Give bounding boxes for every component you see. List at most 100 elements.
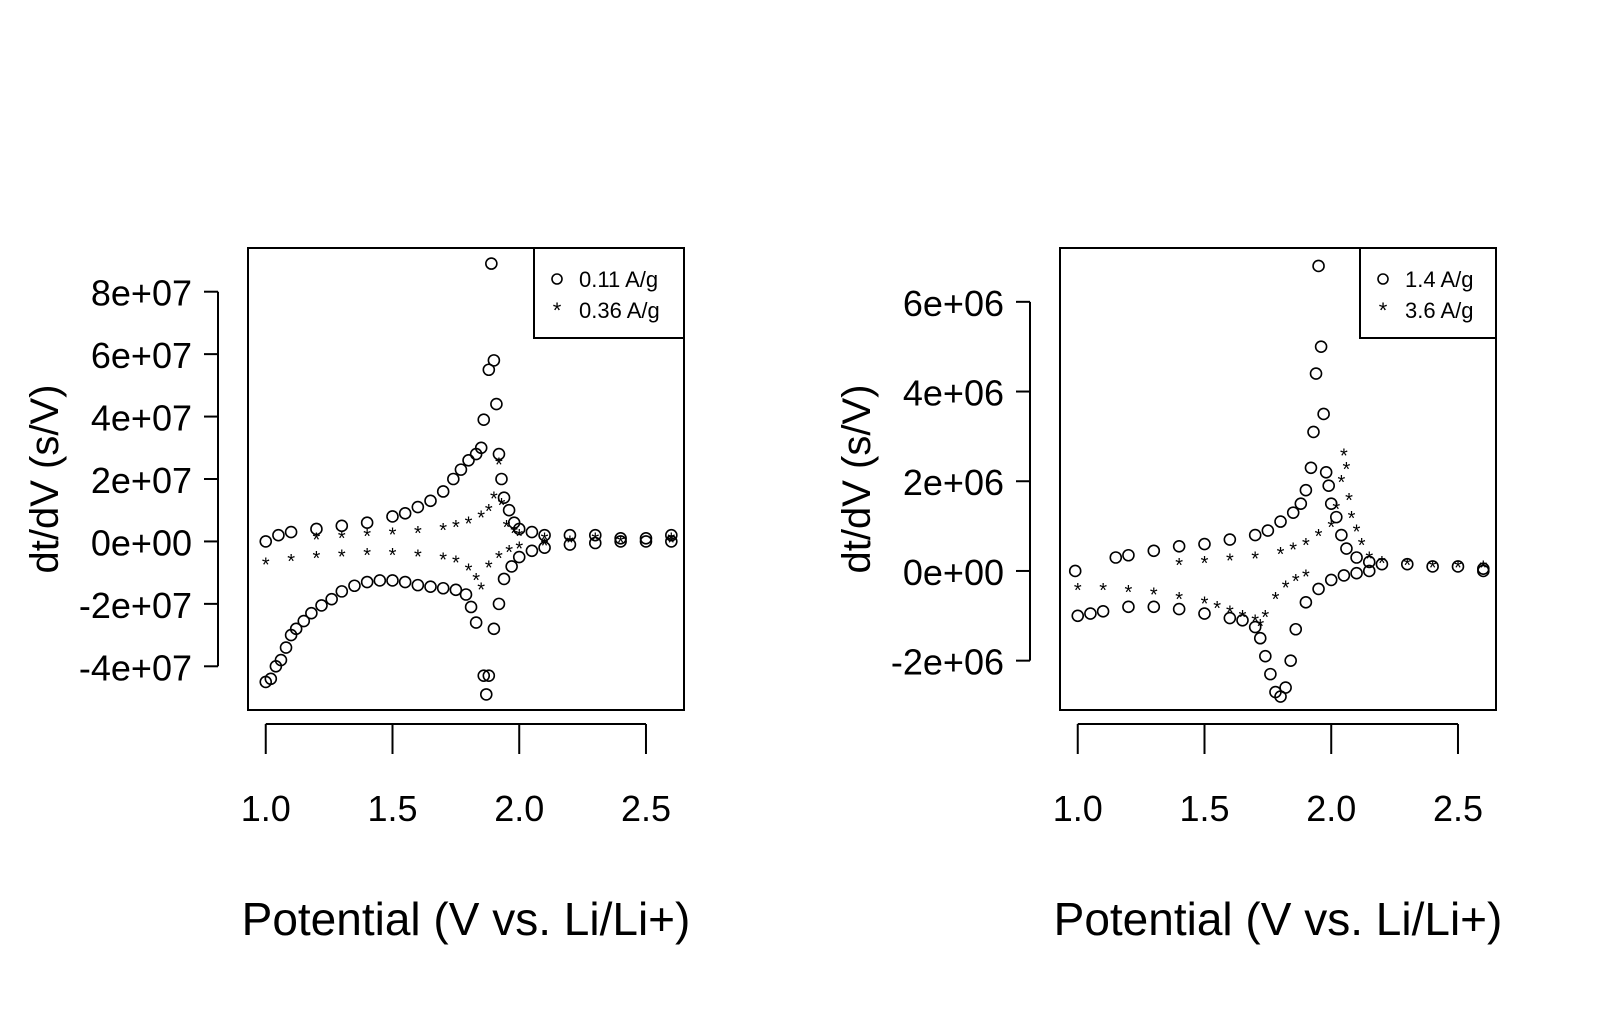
- data-point-star-s1: *: [1282, 578, 1290, 600]
- data-point-star-s1: *: [485, 557, 493, 579]
- data-point-circle-s0: [588, 536, 602, 550]
- data-point-circle-s0: [1362, 555, 1376, 569]
- data-point-circle-s0: [386, 510, 399, 523]
- data-point-star-s1: *: [414, 523, 422, 545]
- legend-circle-marker: [1377, 273, 1389, 285]
- data-point-circle-s0: [259, 535, 273, 548]
- data-point-circle-s0: [1223, 533, 1237, 546]
- y-tick-label: 0e+00: [91, 522, 192, 563]
- data-point-circle-s0: [1261, 524, 1275, 537]
- data-point-circle-s0: [1324, 497, 1338, 510]
- data-point-star-s1: *: [617, 532, 625, 554]
- data-point-star-s1: *: [1292, 571, 1300, 593]
- data-point-star-s1: *: [1074, 580, 1082, 602]
- data-point-circle-s0: [360, 516, 374, 530]
- data-point-circle-s0: [1284, 654, 1297, 667]
- y-tick-label: 2e+06: [903, 462, 1004, 503]
- data-point-star-s1: *: [1302, 535, 1310, 557]
- data-point-circle-s0: [487, 354, 501, 367]
- data-point-star-s1: *: [1340, 445, 1348, 467]
- data-point-circle-s0: [297, 614, 311, 628]
- data-point-circle-s0: [1122, 548, 1135, 562]
- data-point-circle-s0: [1307, 425, 1320, 439]
- data-point-star-s1: *: [515, 539, 523, 561]
- data-point-circle-s0: [1253, 631, 1267, 645]
- data-point-circle-s0: [525, 525, 539, 539]
- data-point-circle-s0: [1223, 611, 1237, 625]
- data-point-circle-s0: [272, 528, 285, 542]
- data-point-circle-s0: [373, 574, 387, 587]
- x-tick-label: 2.5: [1433, 788, 1483, 829]
- data-point-circle-s0: [1068, 564, 1082, 578]
- data-point-circle-s0: [424, 580, 437, 593]
- data-point-circle-s0: [1299, 596, 1313, 609]
- data-point-circle-s0: [1122, 600, 1135, 614]
- legend-series-1-label: 0.11 A/g: [579, 267, 658, 292]
- data-point-star-s1: *: [1429, 557, 1437, 579]
- data-point-star-s1: *: [485, 501, 493, 523]
- y-tick-label: 4e+07: [91, 398, 192, 439]
- data-point-circle-s0: [1350, 551, 1363, 564]
- data-point-circle-s0: [264, 672, 278, 686]
- data-point-circle-s0: [1312, 259, 1325, 273]
- data-point-star-s1: *: [667, 532, 675, 554]
- data-point-star-s1: *: [503, 517, 511, 539]
- data-point-circle-s0: [1324, 573, 1338, 587]
- y-axis-label: dt/dV (s/V): [835, 385, 879, 574]
- data-point-circle-s0: [1279, 681, 1292, 694]
- data-point-circle-s0: [436, 485, 450, 498]
- data-point-circle-s0: [482, 669, 496, 682]
- data-point-circle-s0: [1172, 602, 1186, 616]
- data-point-star-s1: *: [566, 532, 574, 554]
- data-marks: ***************************************: [259, 257, 678, 701]
- data-point-star-s1: *: [1302, 566, 1310, 588]
- data-point-star-s1: *: [515, 526, 523, 548]
- data-point-star-s1: *: [363, 526, 371, 548]
- data-point-circle-s0: [1477, 564, 1490, 578]
- data-point-star-s1: *: [439, 520, 447, 542]
- data-point-circle-s0: [1147, 600, 1161, 614]
- data-point-circle-s0: [464, 600, 478, 614]
- data-point-star-s1: *: [591, 529, 599, 551]
- data-point-circle-s0: [449, 583, 463, 597]
- data-point-star-s1: *: [389, 545, 397, 567]
- data-point-circle-s0: [665, 535, 678, 548]
- data-point-circle-s0: [479, 688, 493, 701]
- data-point-circle-s0: [538, 528, 551, 542]
- data-point-circle-s0: [398, 575, 412, 589]
- data-point-circle-s0: [325, 592, 338, 606]
- data-point-circle-s0: [436, 581, 450, 595]
- data-point-star-s1: *: [1327, 517, 1335, 539]
- data-point-star-s1: *: [1365, 548, 1373, 570]
- data-point-star-s1: *: [1358, 535, 1366, 557]
- data-point-circle-s0: [485, 257, 498, 270]
- y-tick-label: 2e+07: [91, 460, 192, 501]
- data-point-circle-s0: [1286, 506, 1300, 519]
- data-point-circle-s0: [492, 597, 506, 611]
- data-point-circle-s0: [1198, 537, 1211, 551]
- data-point-circle-s0: [447, 472, 460, 486]
- data-point-circle-s0: [502, 503, 516, 517]
- data-point-star-s1: *: [262, 554, 270, 576]
- data-point-circle-s0: [1426, 560, 1439, 573]
- data-point-star-s1: *: [495, 454, 503, 476]
- x-tick-label: 2.0: [494, 788, 544, 829]
- x-tick-label: 1.0: [241, 788, 291, 829]
- data-point-star-s1: *: [1261, 607, 1269, 629]
- data-point-star-s1: *: [477, 579, 485, 601]
- data-point-circle-s0: [495, 472, 508, 486]
- data-point-star-s1: *: [465, 561, 473, 583]
- data-point-circle-s0: [1071, 609, 1085, 623]
- data-point-circle-s0: [1317, 407, 1330, 421]
- x-tick-label: 1.0: [1053, 788, 1103, 829]
- data-point-star-s1: *: [498, 495, 506, 517]
- data-point-circle-s0: [284, 525, 298, 539]
- data-point-circle-s0: [497, 491, 511, 505]
- data-point-circle-s0: [1274, 515, 1287, 528]
- data-point-circle-s0: [424, 494, 437, 508]
- data-point-star-s1: *: [1345, 490, 1353, 512]
- data-point-circle-s0: [639, 535, 653, 548]
- x-tick-label: 2.5: [621, 788, 671, 829]
- data-point-star-s1: *: [414, 546, 422, 568]
